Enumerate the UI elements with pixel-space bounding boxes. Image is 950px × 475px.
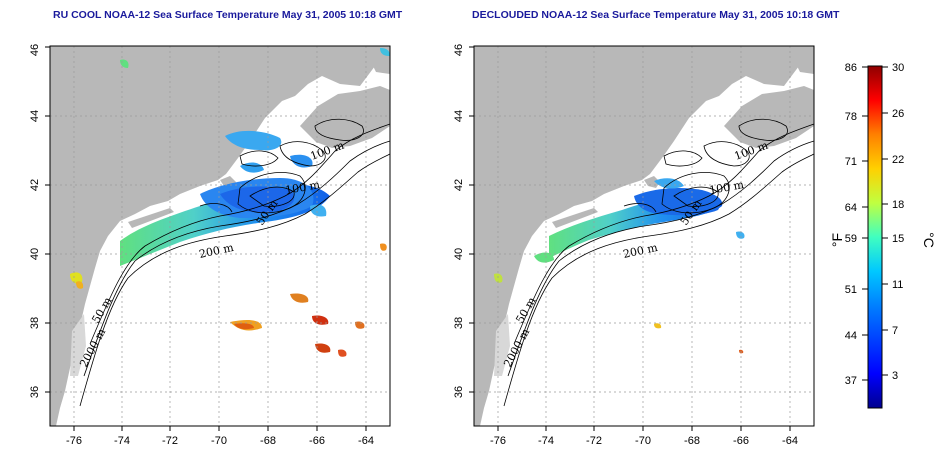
fahrenheit-tick-label: 71 [845, 156, 857, 168]
right-lon-label: -66 [733, 435, 749, 447]
celsius-tick-label: 22 [892, 154, 904, 166]
celsius-tick-label: 18 [892, 199, 904, 211]
right-lat-label: 42 [453, 179, 465, 191]
temperature-colorbar: 86 78 71 64 59 51 44 37 30 26 22 18 15 1… [829, 62, 937, 409]
fahrenheit-tick-label: 64 [845, 202, 857, 214]
left-latitude-labels: 36 38 40 42 44 46 [29, 44, 41, 398]
right-lon-label: -74 [538, 435, 554, 447]
celsius-tick-label: 30 [892, 62, 904, 74]
left-contour-label-100m: 100 m [284, 178, 321, 197]
fahrenheit-tick-label: 44 [845, 330, 857, 342]
celsius-tick-label: 15 [892, 233, 904, 245]
fahrenheit-tick-label: 78 [845, 111, 857, 123]
left-axis-ticks [45, 46, 367, 431]
left-lon-label: -74 [114, 435, 130, 447]
left-lon-label: -64 [358, 435, 374, 447]
right-sst-overlay [494, 178, 745, 354]
fahrenheit-tick-label: 37 [845, 375, 857, 387]
right-lat-label: 36 [453, 386, 465, 398]
left-lat-label: 46 [29, 44, 41, 56]
fahrenheit-tick-label: 51 [845, 284, 857, 296]
right-latitude-labels: 36 38 40 42 44 46 [453, 44, 465, 398]
right-lat-label: 46 [453, 44, 465, 56]
right-map-panel: 100 m 100 m 50 m 200 m 50 m 2000 m -76 -… [453, 44, 815, 447]
right-axis-ticks [469, 46, 791, 431]
celsius-tick-label: 7 [892, 325, 898, 337]
fahrenheit-tick-label: 86 [845, 62, 857, 74]
left-lat-label: 36 [29, 386, 41, 398]
left-lon-label: -70 [211, 435, 227, 447]
colorbar-gradient [867, 65, 883, 409]
left-lat-label: 38 [29, 317, 41, 329]
right-lon-label: -76 [490, 435, 506, 447]
right-contour-label-100m: 100 m [708, 178, 745, 197]
right-lon-label: -64 [782, 435, 798, 447]
left-lon-label: -76 [66, 435, 82, 447]
right-lon-label: -70 [635, 435, 651, 447]
right-map-title: DECLOUDED NOAA-12 Sea Surface Temperatur… [472, 9, 840, 21]
right-lat-label: 40 [453, 248, 465, 260]
celsius-unit-label: °C [921, 232, 937, 248]
left-lon-label: -66 [309, 435, 325, 447]
celsius-tick-label: 26 [892, 108, 904, 120]
left-map-panel: 100 m 100 m 50 m 200 m 50 m 2000 m -76 -… [29, 44, 391, 447]
celsius-tick-label: 11 [892, 279, 903, 291]
fahrenheit-ticks: 86 78 71 64 59 51 44 37 [845, 62, 857, 387]
left-map-title: RU COOL NOAA-12 Sea Surface Temperature … [53, 9, 403, 21]
right-longitude-labels: -76 -74 -72 -70 -68 -66 -64 [490, 435, 798, 447]
left-lon-label: -68 [260, 435, 276, 447]
left-lat-label: 42 [29, 179, 41, 191]
left-plot-frame [49, 45, 391, 427]
left-longitude-labels: -76 -74 -72 -70 -68 -66 -64 [66, 435, 374, 447]
left-grid [50, 46, 390, 426]
right-lon-label: -68 [684, 435, 700, 447]
right-grid [474, 46, 814, 426]
celsius-ticks: 30 26 22 18 15 11 7 3 [892, 62, 904, 382]
right-lon-label: -72 [586, 435, 602, 447]
right-plot-frame [473, 45, 815, 427]
fahrenheit-unit-label: °F [829, 233, 845, 247]
left-lat-label: 44 [29, 110, 41, 122]
fahrenheit-tick-label: 59 [845, 233, 857, 245]
left-lat-label: 40 [29, 248, 41, 260]
left-lon-label: -72 [162, 435, 178, 447]
celsius-tick-label: 3 [892, 370, 898, 382]
right-lat-label: 38 [453, 317, 465, 329]
right-lat-label: 44 [453, 110, 465, 122]
